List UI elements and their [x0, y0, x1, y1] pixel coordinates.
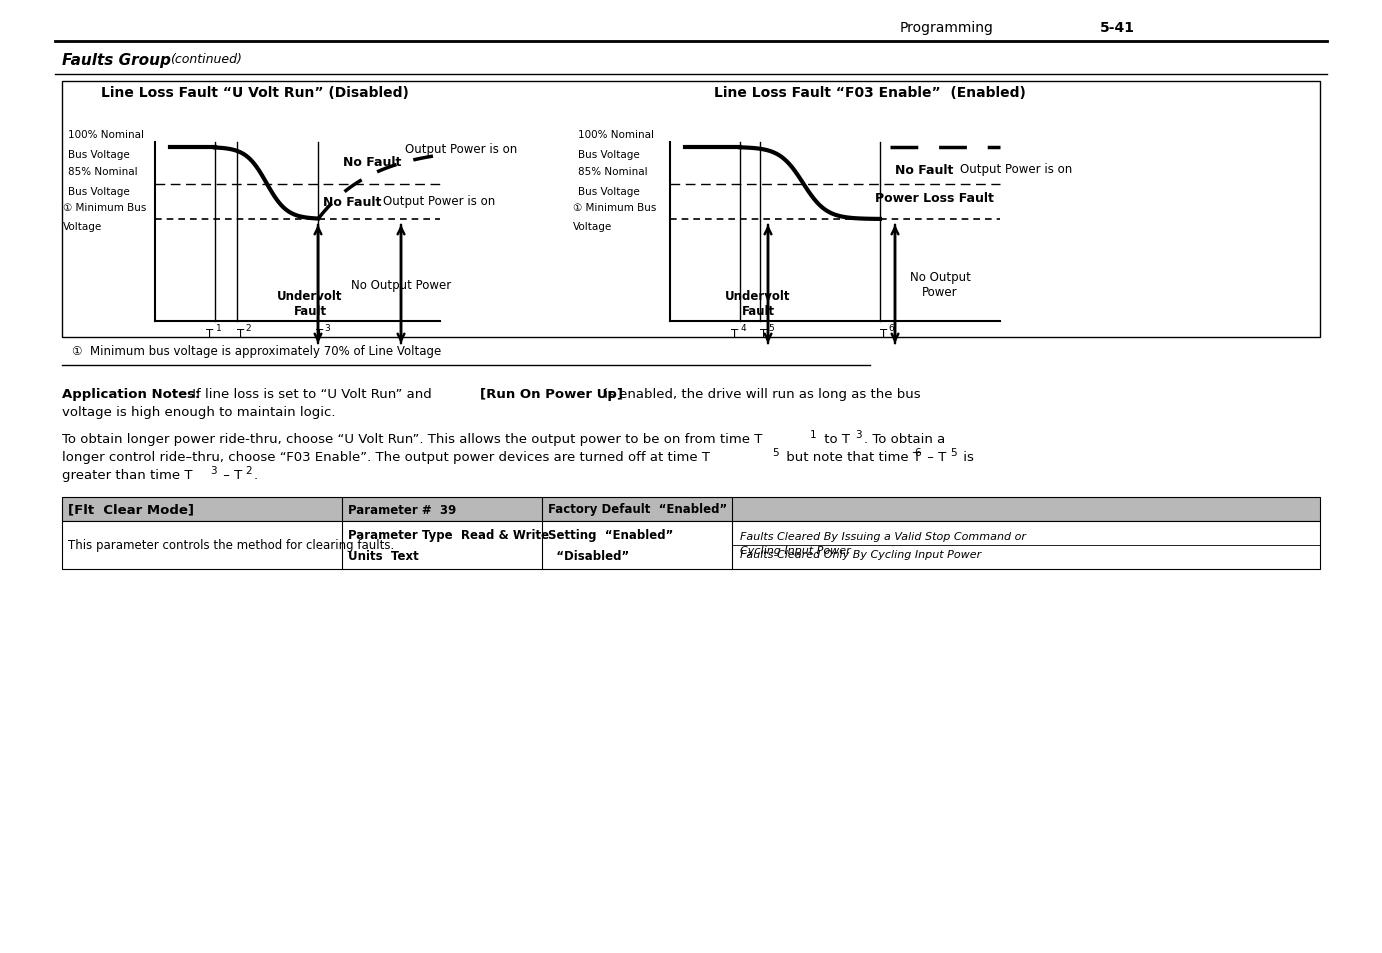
Text: No Fault: No Fault — [323, 195, 381, 209]
Text: To obtain longer power ride-thru, choose “U Volt Run”. This allows the output po: To obtain longer power ride-thru, choose… — [62, 433, 763, 446]
Text: Bus Voltage: Bus Voltage — [578, 150, 640, 160]
Text: Line Loss Fault “F03 Enable”  (Enabled): Line Loss Fault “F03 Enable” (Enabled) — [714, 86, 1025, 100]
Text: to T: to T — [820, 433, 850, 446]
Text: Setting  “Enabled”: Setting “Enabled” — [549, 529, 673, 542]
Text: ①  Minimum bus voltage is approximately 70% of Line Voltage: ① Minimum bus voltage is approximately 7… — [72, 345, 441, 358]
Text: T: T — [731, 328, 738, 340]
Text: Bus Voltage: Bus Voltage — [578, 187, 640, 196]
Text: greater than time T: greater than time T — [62, 469, 192, 481]
Text: 1: 1 — [810, 430, 817, 439]
Text: 3: 3 — [323, 324, 330, 333]
Text: 85% Nominal: 85% Nominal — [578, 167, 648, 177]
Text: 3: 3 — [210, 465, 217, 476]
Text: No Output Power: No Output Power — [351, 278, 451, 292]
Text: – T: – T — [923, 451, 947, 463]
Text: Undervolt
Fault: Undervolt Fault — [726, 290, 791, 317]
Text: 85% Nominal: 85% Nominal — [68, 167, 138, 177]
Text: Line Loss Fault “U Volt Run” (Disabled): Line Loss Fault “U Volt Run” (Disabled) — [101, 86, 409, 100]
Text: 3: 3 — [855, 430, 861, 439]
Text: 6: 6 — [889, 324, 894, 333]
Text: T: T — [760, 328, 767, 340]
Text: If line loss is set to “U Volt Run” and: If line loss is set to “U Volt Run” and — [188, 388, 435, 400]
Text: Cycling Input Power: Cycling Input Power — [739, 545, 851, 556]
Text: Bus Voltage: Bus Voltage — [68, 150, 130, 160]
Text: 5: 5 — [768, 324, 774, 333]
Text: Units  Text: Units Text — [348, 549, 419, 562]
Text: T: T — [236, 328, 245, 340]
Text: T: T — [206, 328, 213, 340]
Text: Output Power is on: Output Power is on — [383, 195, 495, 209]
Text: is: is — [959, 451, 974, 463]
Text: ① Minimum Bus: ① Minimum Bus — [574, 203, 656, 213]
Text: 4: 4 — [741, 324, 746, 333]
Text: Factory Default  “Enabled”: Factory Default “Enabled” — [549, 503, 727, 516]
Text: Parameter Type  Read & Write: Parameter Type Read & Write — [348, 529, 549, 542]
Text: T: T — [880, 328, 887, 340]
Text: is enabled, the drive will run as long as the bus: is enabled, the drive will run as long a… — [600, 388, 920, 400]
Text: T: T — [316, 328, 323, 340]
Text: “Disabled”: “Disabled” — [549, 549, 629, 562]
Text: 100% Nominal: 100% Nominal — [578, 130, 654, 140]
Text: Faults Cleared By Issuing a Valid Stop Command or: Faults Cleared By Issuing a Valid Stop C… — [739, 532, 1025, 541]
Text: Output Power is on: Output Power is on — [960, 163, 1072, 176]
Text: Application Notes:: Application Notes: — [62, 388, 200, 400]
Bar — [62, 82, 1320, 337]
Text: 5-41: 5-41 — [1100, 21, 1135, 35]
Text: Undervolt
Fault: Undervolt Fault — [278, 290, 343, 317]
Text: No Fault: No Fault — [343, 156, 401, 170]
Text: 5: 5 — [773, 448, 778, 457]
Text: but note that time T: but note that time T — [782, 451, 920, 463]
Text: No Fault: No Fault — [896, 163, 954, 176]
Text: longer control ride–thru, choose “F03 Enable”. The output power devices are turn: longer control ride–thru, choose “F03 En… — [62, 451, 710, 463]
Text: [Run On Power Up]: [Run On Power Up] — [480, 388, 623, 400]
Text: No Output
Power: No Output Power — [909, 271, 970, 298]
Text: .: . — [254, 469, 258, 481]
Text: 5: 5 — [949, 448, 956, 457]
Text: 2: 2 — [245, 324, 250, 333]
Text: Output Power is on: Output Power is on — [405, 142, 517, 155]
Bar — [62, 497, 1320, 521]
Text: 2: 2 — [245, 465, 252, 476]
Text: Voltage: Voltage — [64, 222, 102, 232]
Text: [Flt  Clear Mode]: [Flt Clear Mode] — [68, 503, 193, 516]
Text: Power Loss Fault: Power Loss Fault — [875, 192, 994, 204]
Text: . To obtain a: . To obtain a — [864, 433, 945, 446]
Text: Programming: Programming — [900, 21, 994, 35]
Text: Bus Voltage: Bus Voltage — [68, 187, 130, 196]
Text: Parameter #  39: Parameter # 39 — [348, 503, 456, 516]
Text: ① Minimum Bus: ① Minimum Bus — [64, 203, 146, 213]
Bar — [62, 521, 1320, 569]
Text: voltage is high enough to maintain logic.: voltage is high enough to maintain logic… — [62, 406, 336, 418]
Text: 1: 1 — [216, 324, 221, 333]
Text: 6: 6 — [914, 448, 920, 457]
Text: (continued): (continued) — [170, 53, 242, 67]
Text: This parameter controls the method for clearing faults.: This parameter controls the method for c… — [68, 539, 394, 552]
Text: Faults Group: Faults Group — [62, 52, 171, 68]
Text: 100% Nominal: 100% Nominal — [68, 130, 144, 140]
Text: – T: – T — [218, 469, 242, 481]
Text: Voltage: Voltage — [574, 222, 612, 232]
Text: Faults Cleared Only By Cycling Input Power: Faults Cleared Only By Cycling Input Pow… — [739, 550, 981, 559]
